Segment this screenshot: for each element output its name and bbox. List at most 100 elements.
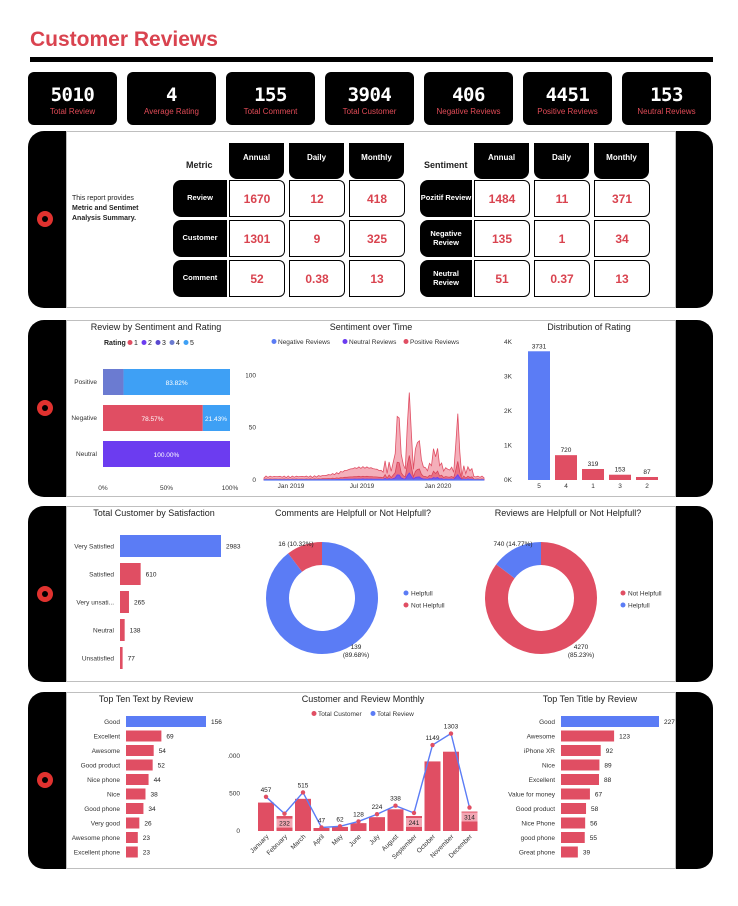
value-bar (120, 563, 141, 585)
data-label: (85.23%) (568, 652, 594, 659)
category-label: Negative (71, 415, 97, 422)
data-label: 139 (351, 644, 362, 651)
value-bar (561, 803, 587, 814)
customer-bar (332, 826, 348, 831)
review-point (467, 805, 472, 810)
legend-marker (342, 339, 348, 344)
metric-value: 135 (474, 220, 530, 257)
legend-marker (403, 339, 409, 344)
column-header: Annual (474, 143, 529, 179)
metric-value: 371 (594, 180, 650, 217)
x-tick-label: May (331, 833, 345, 847)
summary-description: This report provides Metric and Sentimet… (72, 195, 139, 223)
category-label: Great phone (519, 850, 556, 857)
y-tick-label: 100 (246, 372, 256, 379)
legend-label: Total Customer (318, 711, 363, 718)
value-bar (126, 803, 144, 814)
chart-title: Total Customer by Satisfaction (93, 508, 215, 518)
value-bar (126, 788, 146, 800)
value-bar (561, 832, 585, 843)
legend-label: 3 (162, 340, 166, 347)
value-bar (120, 591, 129, 613)
stack-segment (202, 405, 230, 431)
y-tick-label: 0 (236, 828, 240, 835)
metric-value: 51 (474, 260, 530, 297)
legend-title: Rating (104, 340, 126, 347)
section-marker-icon (37, 400, 53, 416)
review-point (411, 810, 417, 816)
kpi-value: 5010 (50, 84, 95, 106)
metric-value: 12 (289, 180, 345, 217)
chart-title: Comments are Helpfull or Not Helpfull? (275, 508, 431, 518)
customer-bar (369, 817, 385, 831)
metric-value: 0.37 (534, 260, 590, 297)
row-label: Neutral Review (420, 260, 472, 297)
y-tick-label: 3K (504, 374, 513, 381)
review-point (300, 790, 306, 795)
metric-value: 1484 (474, 180, 530, 217)
column-header: Monthly (594, 143, 649, 179)
x-tick-label: April (312, 833, 327, 848)
chart-title: Reviews are Helpfull or Not Helpfull? (495, 508, 642, 518)
title-divider (30, 57, 713, 62)
positive-reviews-area (263, 392, 485, 481)
category-label: Positive (74, 379, 97, 386)
stack-segment (103, 405, 203, 431)
review-point (393, 803, 398, 808)
data-label: 457 (261, 787, 272, 794)
data-label: 610 (146, 572, 157, 579)
row-label: Customer (173, 220, 227, 257)
column-header: Monthly (349, 143, 404, 179)
data-label: 47 (318, 817, 326, 824)
value-bar (126, 716, 206, 727)
kpi-value: 4 (166, 84, 177, 106)
y-tick-label: 0K (504, 477, 513, 484)
metric-value: 418 (349, 180, 405, 217)
y-tick-label: 1K (504, 443, 513, 450)
legend-label: 2 (148, 340, 152, 347)
category-label: Neutral (76, 451, 98, 458)
data-label: (89.68%) (343, 652, 369, 659)
rating-bar (528, 351, 550, 480)
metric-value: 52 (229, 260, 285, 297)
kpi-label: Total Comment (243, 107, 298, 116)
category-label: Nice (542, 763, 555, 770)
kpi-label: Negative Reviews (436, 107, 501, 116)
customer-bar (424, 761, 441, 831)
data-label: 123 (619, 734, 630, 741)
data-label: 39 (583, 850, 591, 857)
column-header: Annual (229, 143, 284, 179)
chart-title: Review by Sentiment and Rating (91, 322, 222, 332)
data-label: 138 (130, 628, 141, 635)
data-label: 56 (590, 821, 598, 828)
x-tick-label: February (266, 833, 290, 857)
legend-label: 5 (190, 340, 194, 347)
legend-label: Total Review (377, 711, 414, 718)
review-point (374, 812, 380, 817)
category-label: good phone (521, 835, 556, 842)
data-label: 153 (615, 467, 626, 474)
value-bar (126, 832, 138, 843)
kpi-value: 155 (254, 84, 287, 106)
data-label: 23 (143, 835, 151, 842)
value-bar (126, 846, 138, 858)
metric-value: 34 (594, 220, 650, 257)
y-tick-label: 2K (504, 408, 513, 415)
x-tick-label: 50% (160, 485, 173, 492)
data-label: 740 (14.77%) (493, 541, 532, 548)
value-bar (561, 817, 586, 829)
row-label: Negative Review (420, 220, 472, 257)
donut-slice (485, 542, 597, 654)
x-tick-label: 100% (222, 485, 239, 492)
value-bar (561, 788, 590, 800)
data-label: 69 (166, 734, 174, 741)
review-by-sentiment-chart: Review by Sentiment and Rating Rating 1 2 3 4… (71, 322, 239, 492)
metric-value: 325 (349, 220, 405, 257)
legend-marker (370, 711, 376, 716)
column-header: Daily (534, 143, 589, 179)
kpi-value: 153 (650, 84, 683, 106)
rating-bar (582, 468, 604, 480)
legend-label: Helpfull (628, 603, 650, 610)
data-label: 77 (128, 656, 136, 663)
value-bar (120, 535, 221, 557)
